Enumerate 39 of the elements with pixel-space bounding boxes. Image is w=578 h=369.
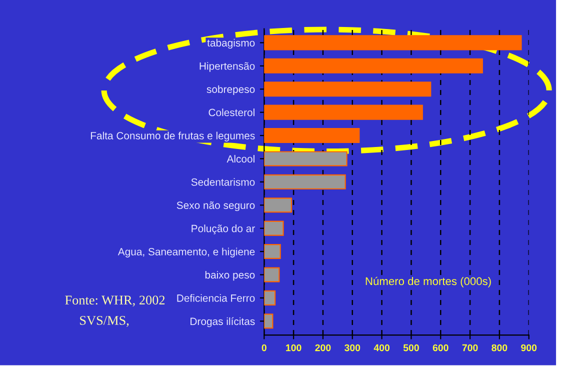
y-tick-label: sobrepeso — [206, 85, 255, 96]
bar — [264, 290, 276, 306]
y-tick-label: Agua, Saneamento, e higiene — [118, 248, 255, 258]
y-tick-label: Deficiencia Ferro — [177, 294, 255, 302]
x-tick-label: 700 — [462, 344, 478, 352]
x-tick-label: 300 — [344, 344, 360, 352]
bar — [264, 35, 522, 50]
x-axis-title: Número de mortes (000s) — [366, 276, 491, 288]
bar — [264, 128, 360, 144]
bar — [264, 104, 423, 120]
bar — [264, 267, 280, 282]
source-note: Fonte: WHR, 2002 — [65, 296, 165, 306]
bar — [264, 151, 348, 166]
bar — [264, 314, 274, 329]
bar — [264, 174, 346, 190]
text: SVS/MS, — [80, 316, 129, 327]
y-tick-label: Colesterol — [208, 108, 254, 116]
x-tick-label: 500 — [403, 344, 419, 352]
y-tick-label: baixo peso — [205, 270, 255, 281]
y-tick-label: Falta Consumo de frutas e legumes — [90, 132, 255, 142]
y-tick-label: Drogas ilícitas — [190, 317, 255, 328]
y-tick-label: tabagismo — [207, 38, 255, 49]
bar — [264, 58, 483, 74]
x-tick-label: 0 — [262, 344, 266, 352]
x-tick-label: 100 — [286, 344, 302, 352]
y-tick-label: Polução do ar — [192, 224, 255, 234]
x-tick-label: 800 — [492, 344, 508, 352]
y-tick-label: Sedentarismo — [191, 178, 255, 186]
x-tick-label: 200 — [315, 344, 331, 352]
x-tick-label: 400 — [374, 344, 390, 352]
bar — [264, 198, 292, 213]
bar — [264, 244, 281, 260]
x-tick-label: 600 — [432, 344, 448, 352]
x-tick-label: 900 — [521, 344, 537, 352]
y-tick-label: Alcool — [226, 154, 254, 163]
y-tick-label: Hipertensão — [200, 62, 255, 72]
bar — [264, 220, 284, 236]
bar — [264, 82, 432, 97]
y-tick-label: Sexo não seguro — [176, 201, 255, 212]
